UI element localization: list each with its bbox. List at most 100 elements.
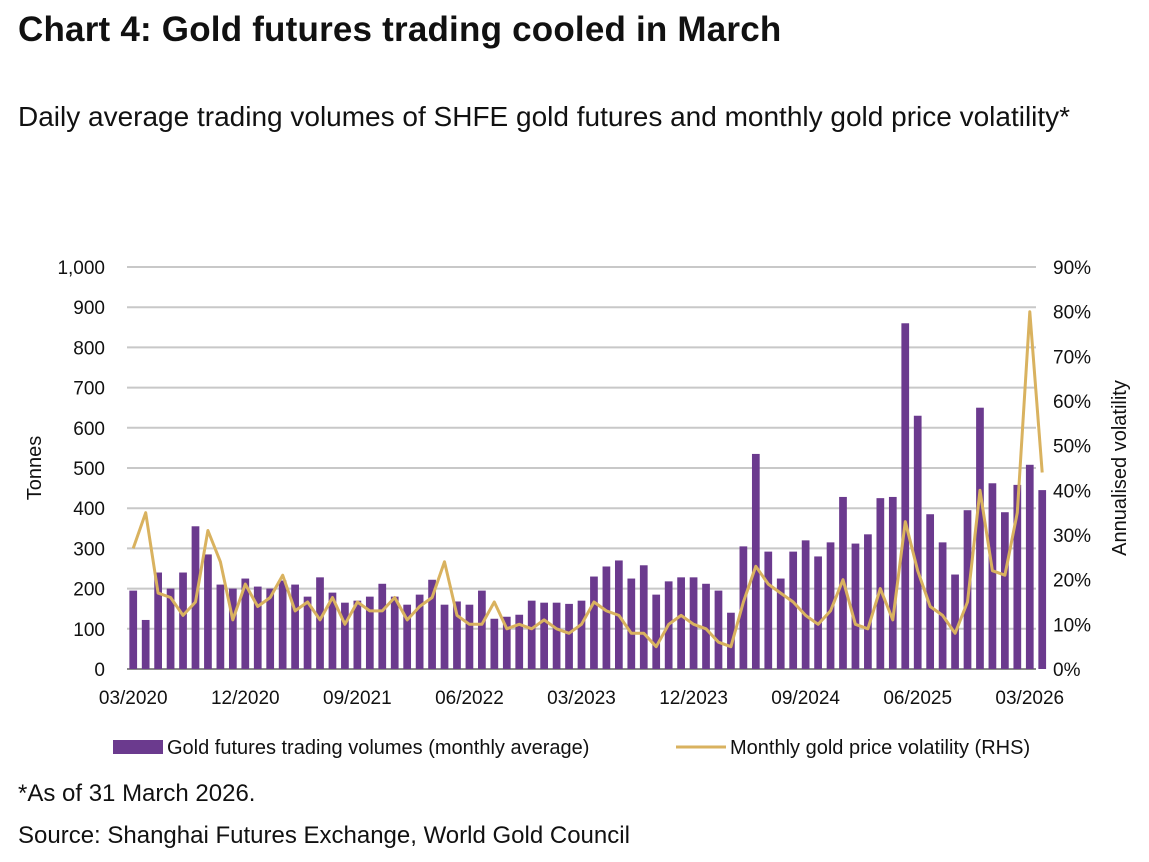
volume-bar	[216, 584, 225, 669]
volume-bar	[789, 551, 798, 669]
volume-bar	[976, 407, 984, 669]
volume-bar	[1013, 484, 1022, 669]
volume-bar	[677, 577, 685, 669]
volume-bar	[166, 588, 175, 669]
volume-bar	[428, 579, 436, 669]
volume-bar	[1038, 490, 1047, 669]
volume-bar	[602, 566, 611, 669]
volume-bar	[266, 588, 275, 669]
volume-bar	[316, 577, 324, 669]
volume-bar	[278, 580, 287, 669]
volume-bar	[179, 572, 187, 669]
legend: Gold futures trading volumes (monthly av…	[113, 737, 1030, 759]
y-tick-label: 200	[73, 580, 105, 601]
volume-bar	[378, 583, 387, 669]
volume-bar	[403, 604, 412, 669]
right-axis-ticks: 0% 10% 20% 30% 40% 50% 60% 70% 80% 90%	[1053, 258, 1091, 681]
volume-bar	[490, 618, 499, 669]
volume-bar	[938, 542, 947, 669]
volume-bar	[702, 583, 710, 669]
volume-bar	[590, 576, 598, 669]
x-tick-label: 06/2022	[435, 688, 504, 709]
y2-tick-label: 50%	[1053, 437, 1091, 458]
volume-bar	[652, 594, 661, 669]
volume-bar	[801, 540, 810, 669]
volume-bar	[1025, 464, 1034, 669]
x-axis-ticks: 03/2020 12/2020 09/2021 06/2022 03/2023 12/20…	[99, 688, 1064, 709]
volume-bar	[515, 614, 524, 669]
volume-bar	[228, 588, 237, 669]
volume-bar	[465, 604, 474, 669]
volume-bar	[502, 616, 511, 669]
x-tick-label: 09/2024	[771, 688, 840, 709]
volume-bar	[577, 600, 586, 669]
volume-bar	[253, 586, 262, 669]
volume-bar	[851, 543, 860, 669]
volume-bar	[826, 542, 835, 669]
volume-bar	[141, 619, 150, 669]
volume-bar	[639, 565, 648, 669]
y2-tick-label: 40%	[1053, 481, 1091, 502]
y2-tick-label: 60%	[1053, 392, 1091, 413]
right-axis-title: Annualised volatility	[1109, 380, 1131, 556]
source-note: Source: Shanghai Futures Exchange, World…	[18, 822, 630, 849]
volume-bar	[291, 584, 299, 669]
volatility-line	[131, 310, 1044, 649]
volume-bar	[951, 574, 959, 669]
volume-bar	[527, 600, 536, 669]
chart-subtitle: Daily average trading volumes of SHFE go…	[18, 101, 1071, 132]
volume-bar	[876, 498, 885, 669]
y-tick-label: 100	[73, 620, 105, 641]
y2-tick-label: 10%	[1053, 615, 1091, 636]
volume-bar	[204, 554, 212, 669]
y2-tick-label: 0%	[1053, 660, 1081, 681]
x-tick-label: 03/2020	[99, 688, 168, 709]
y-tick-label: 700	[73, 379, 105, 400]
x-tick-label: 03/2026	[995, 688, 1064, 709]
volume-bar	[627, 578, 636, 669]
chart-title: Chart 4: Gold futures trading cooled in …	[18, 10, 782, 49]
volume-bar	[241, 578, 250, 669]
y-tick-label: 0	[94, 660, 105, 681]
volume-bar	[353, 600, 362, 669]
left-axis-ticks: 0 100 200 300 400 500 600 700 800 900 1,000	[57, 258, 105, 681]
volume-bar	[303, 596, 312, 669]
volume-bar	[390, 596, 399, 669]
y2-tick-label: 20%	[1053, 571, 1091, 592]
y2-tick-label: 70%	[1053, 347, 1091, 368]
volume-bar	[764, 551, 773, 669]
y-tick-label: 600	[73, 419, 105, 440]
volume-bar	[453, 601, 461, 669]
volume-bar	[129, 590, 138, 669]
volume-bar	[988, 483, 997, 669]
legend-line-label: Monthly gold price volatility (RHS)	[730, 737, 1030, 759]
volume-bar	[751, 453, 760, 669]
x-tick-label: 09/2021	[323, 688, 392, 709]
volume-bar	[478, 590, 486, 669]
volume-bar	[1001, 512, 1009, 669]
volume-bar	[154, 572, 162, 669]
volume-bar	[727, 612, 735, 669]
legend-bar-label: Gold futures trading volumes (monthly av…	[167, 737, 589, 759]
volume-bar	[552, 602, 561, 669]
y-tick-label: 800	[73, 338, 105, 359]
volume-bar	[440, 604, 449, 669]
volume-bar	[926, 514, 935, 669]
y-tick-label: 300	[73, 539, 105, 560]
volume-bar	[888, 496, 897, 669]
y2-tick-label: 90%	[1053, 258, 1091, 279]
volume-bar	[415, 594, 424, 669]
x-tick-label: 12/2023	[659, 688, 728, 709]
volume-bar	[864, 534, 872, 669]
x-tick-label: 06/2025	[883, 688, 952, 709]
volume-bar	[814, 556, 822, 669]
y-tick-label: 500	[73, 459, 105, 480]
legend-bar-swatch	[113, 740, 163, 754]
y-tick-label: 400	[73, 499, 105, 520]
y-tick-label: 1,000	[57, 258, 105, 279]
volume-bar	[540, 602, 549, 669]
x-tick-label: 03/2023	[547, 688, 616, 709]
footnote: *As of 31 March 2026.	[18, 780, 256, 807]
y-tick-label: 900	[73, 298, 105, 319]
volume-bar	[739, 546, 748, 669]
